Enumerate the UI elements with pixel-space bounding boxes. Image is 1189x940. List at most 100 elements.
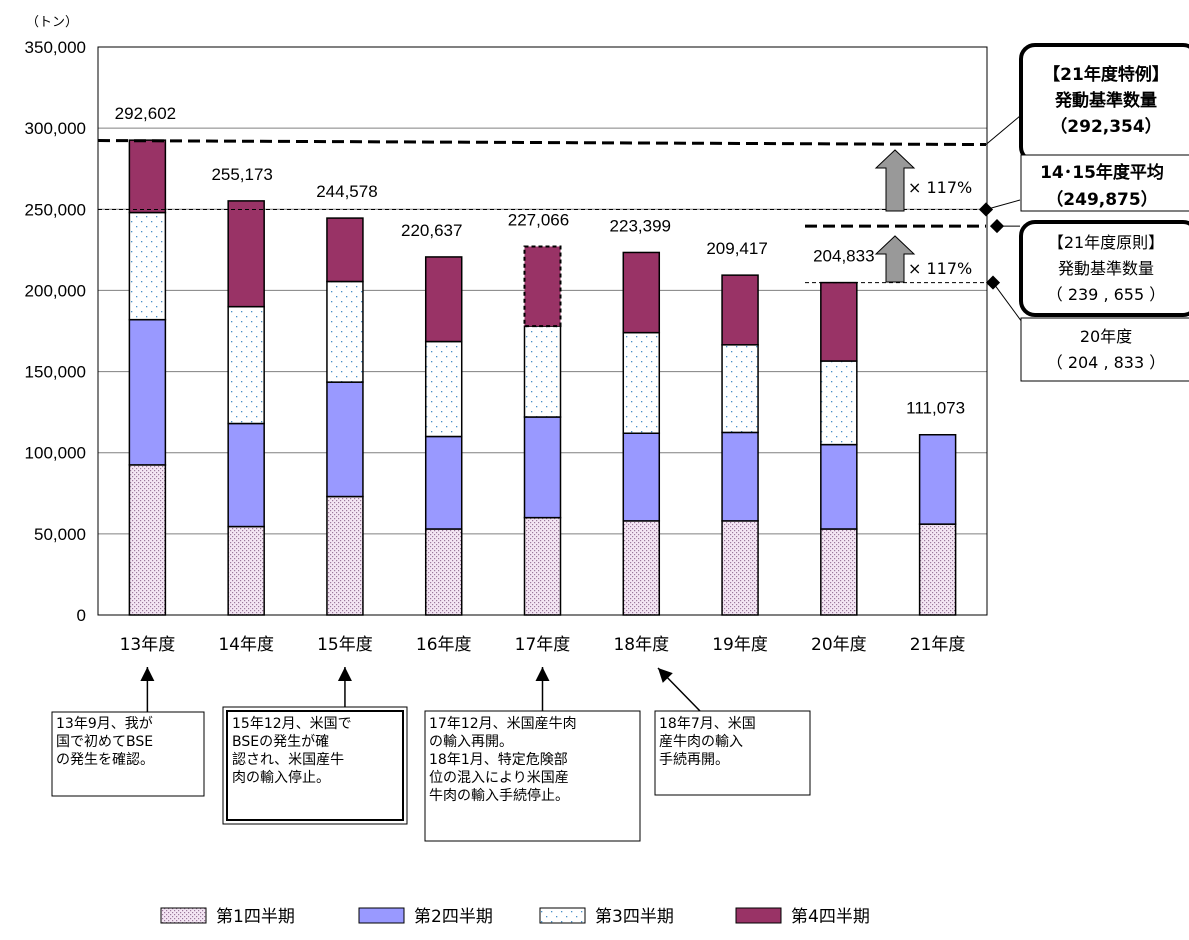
multiplier-arrow-upper: × 117% [874, 149, 972, 212]
legend-swatch-q1 [160, 907, 207, 924]
x-axis-categories: 13年度 14年度 15年度 16年度 17年度 18年度 19年度 20年度 21年度 [120, 635, 966, 655]
x-tick-label: 15年度 [317, 635, 373, 655]
x-tick-label: 14年度 [218, 635, 274, 655]
connector-line [992, 282, 1023, 323]
bar-segment-q4 [721, 274, 759, 346]
annotation-text: の発生を確認。 [56, 752, 154, 768]
callout-text: 【21年度原則】 [1048, 233, 1164, 252]
legend-swatch-q2 [358, 907, 405, 924]
bar-segment-q2 [918, 433, 957, 525]
x-tick-label: 19年度 [712, 635, 768, 655]
bar-segment-q3 [622, 331, 661, 434]
total-label: 220,637 [401, 221, 462, 240]
total-labels: 292,602 255,173 244,578 220,637 227,066 223,3… [115, 104, 965, 418]
bar-segment-q1 [622, 520, 661, 616]
callout-text: 発動基準数量 [1054, 90, 1157, 111]
x-tick-label: 16年度 [416, 635, 472, 655]
multiplier-label-lower: × 117% [908, 259, 972, 278]
plot-area [97, 46, 988, 616]
callout-box-average [1020, 154, 1189, 212]
y-tick-label: 250,000 [25, 200, 86, 219]
bar-segment-q2 [820, 443, 858, 530]
annotation-text: 18年7月、米国 [659, 716, 756, 732]
callout-text: （249,875） [1046, 189, 1157, 210]
total-label: 209,417 [706, 239, 767, 258]
annotation-text: 手続再開。 [659, 751, 729, 768]
multiplier-label-upper: × 117% [908, 178, 972, 197]
y-tick-label: 50,000 [34, 525, 86, 544]
annotation-text: 国で初めてBSE [56, 733, 153, 750]
legend: 第1四半期 第2四半期 第3四半期 第4四半期 [160, 907, 870, 927]
bar-segment-q2 [128, 318, 167, 466]
bar-segment-q1 [721, 520, 759, 616]
total-label: 204,833 [813, 247, 874, 266]
annotation-text: 産牛肉の輸入 [659, 734, 743, 750]
legend-label: 第4四半期 [791, 907, 870, 927]
bar-segment-q2 [227, 422, 265, 528]
annotation-arrowhead [658, 668, 673, 683]
total-label: 255,173 [211, 165, 272, 184]
bar-segment-q3 [424, 340, 463, 438]
annotation-box [424, 710, 641, 842]
x-tick-label: 13年度 [120, 635, 176, 655]
bar-segment-q1 [128, 464, 167, 616]
legend-swatch-q4 [735, 907, 782, 924]
x-tick-label: 20年度 [811, 635, 867, 655]
callout-text: 14･15年度平均 [1040, 162, 1164, 183]
x-tick-label: 18年度 [613, 635, 669, 655]
annotation-box [226, 710, 404, 821]
total-label: 223,399 [610, 216, 671, 235]
bar-segment-q3 [326, 280, 364, 383]
bar-segment-q4 [424, 256, 463, 343]
annotation-text: 13年9月、我が [56, 716, 153, 732]
bar-segment-q1 [326, 495, 364, 616]
callout-text: （292,354） [1050, 116, 1161, 137]
bar-segment-q1 [523, 516, 562, 616]
bar-segment-q4 [820, 281, 858, 362]
connector-line [985, 115, 1021, 145]
bar-segment-q2 [721, 431, 759, 522]
legend-label: 第3四半期 [595, 907, 674, 927]
annotation-arrowhead [337, 667, 352, 681]
bar-segment-q3 [128, 211, 167, 321]
bar-segment-q1 [227, 525, 265, 616]
legend-swatch-q3 [539, 907, 586, 924]
bar-segment-q2 [326, 381, 364, 498]
callout-text: 【21年度特例】 [1043, 64, 1169, 85]
annotation-arrowhead [140, 667, 155, 681]
legend-label: 第1四半期 [216, 907, 295, 927]
annotation-text: の輸入再開。 [429, 734, 513, 750]
bar-segment-q4 [622, 251, 661, 334]
annotation-text: 牛肉の輸入手続停止。 [429, 787, 569, 804]
annotation-text: BSEの発生が確 [232, 734, 329, 750]
annotation-text: 17年12月、米国産牛肉 [429, 716, 577, 732]
annotation-text: 肉の輸入停止。 [232, 769, 330, 786]
y-axis-unit: （トン） [26, 15, 78, 30]
reference-callouts: 【21年度特例】発動基準数量 （292,354） 14･15年度平均 （249,875… [978, 43, 1189, 382]
bar-segment-q1 [918, 523, 957, 616]
y-tick-label: 150,000 [25, 363, 86, 382]
total-label: 227,066 [508, 211, 569, 230]
bar-segment-q2 [424, 435, 463, 530]
bar-segment-q3 [820, 360, 858, 446]
y-tick-label: 100,000 [25, 444, 86, 463]
callout-box-principle [1019, 220, 1189, 317]
bar-segment-q3 [721, 344, 759, 434]
annotation-arrowhead [535, 667, 550, 681]
connector-line [985, 199, 1021, 210]
annotation-text: 15年12月、米国で [232, 716, 352, 732]
y-axis-ticks: 0 50,000 100,000 150,000 200,000 250,000 300,0… [25, 38, 86, 625]
annotation-text: 18年1月、特定危険部 [429, 752, 568, 768]
annotation-box [51, 711, 205, 797]
callout-text: 20年度 [1080, 327, 1132, 346]
bar-segment-q1 [820, 528, 858, 616]
total-label: 292,602 [115, 104, 176, 123]
multiplier-arrow-lower: × 117% [874, 235, 972, 283]
reference-lines [97, 139, 987, 284]
legend-label: 第2四半期 [414, 907, 493, 927]
bar-segment-q2 [622, 432, 661, 522]
callout-text: （ 239 , 655 ） [1047, 285, 1166, 304]
bar-segment-q4 [227, 200, 265, 308]
